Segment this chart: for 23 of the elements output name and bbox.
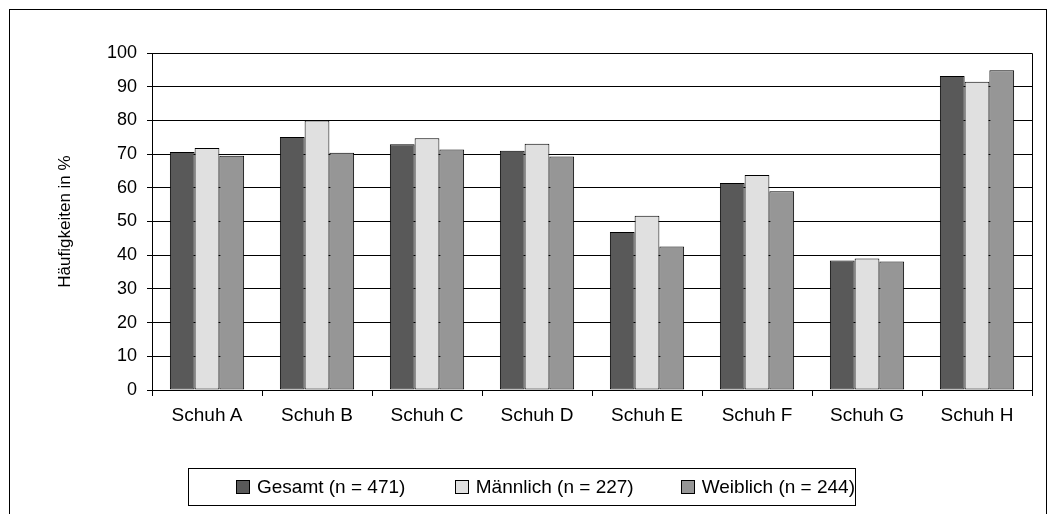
y-tick-label: 20 — [116, 311, 137, 332]
x-tick-label: Schuh A — [171, 403, 243, 425]
y-tick-label: 60 — [116, 176, 137, 197]
x-tick-label: Schuh G — [830, 403, 904, 425]
y-axis-title: Häufigkeiten in % — [54, 155, 74, 288]
y-tick-label: 0 — [126, 378, 137, 399]
x-tick-label: Schuh B — [281, 403, 353, 425]
y-tick-label: 90 — [116, 75, 137, 96]
x-tick-label: Schuh F — [721, 403, 793, 425]
y-tick-label: 40 — [116, 244, 137, 265]
y-tick-label: 10 — [116, 345, 137, 366]
legend-label: Weiblich (n = 244) — [701, 476, 855, 498]
x-tick-label: Schuh D — [500, 403, 574, 425]
y-tick-label: 70 — [116, 143, 137, 164]
y-tick-label: 30 — [116, 277, 137, 298]
x-tick-label: Schuh H — [940, 403, 1014, 425]
y-tick-label: 50 — [116, 210, 137, 231]
y-tick-label: 80 — [116, 109, 137, 130]
x-tick-label: Schuh E — [611, 403, 683, 425]
legend-label: Männlich (n = 227) — [475, 476, 634, 498]
y-tick-label: 100 — [106, 41, 137, 62]
legend-label: Gesamt (n = 471) — [257, 476, 406, 498]
x-tick-label: Schuh C — [390, 403, 464, 425]
